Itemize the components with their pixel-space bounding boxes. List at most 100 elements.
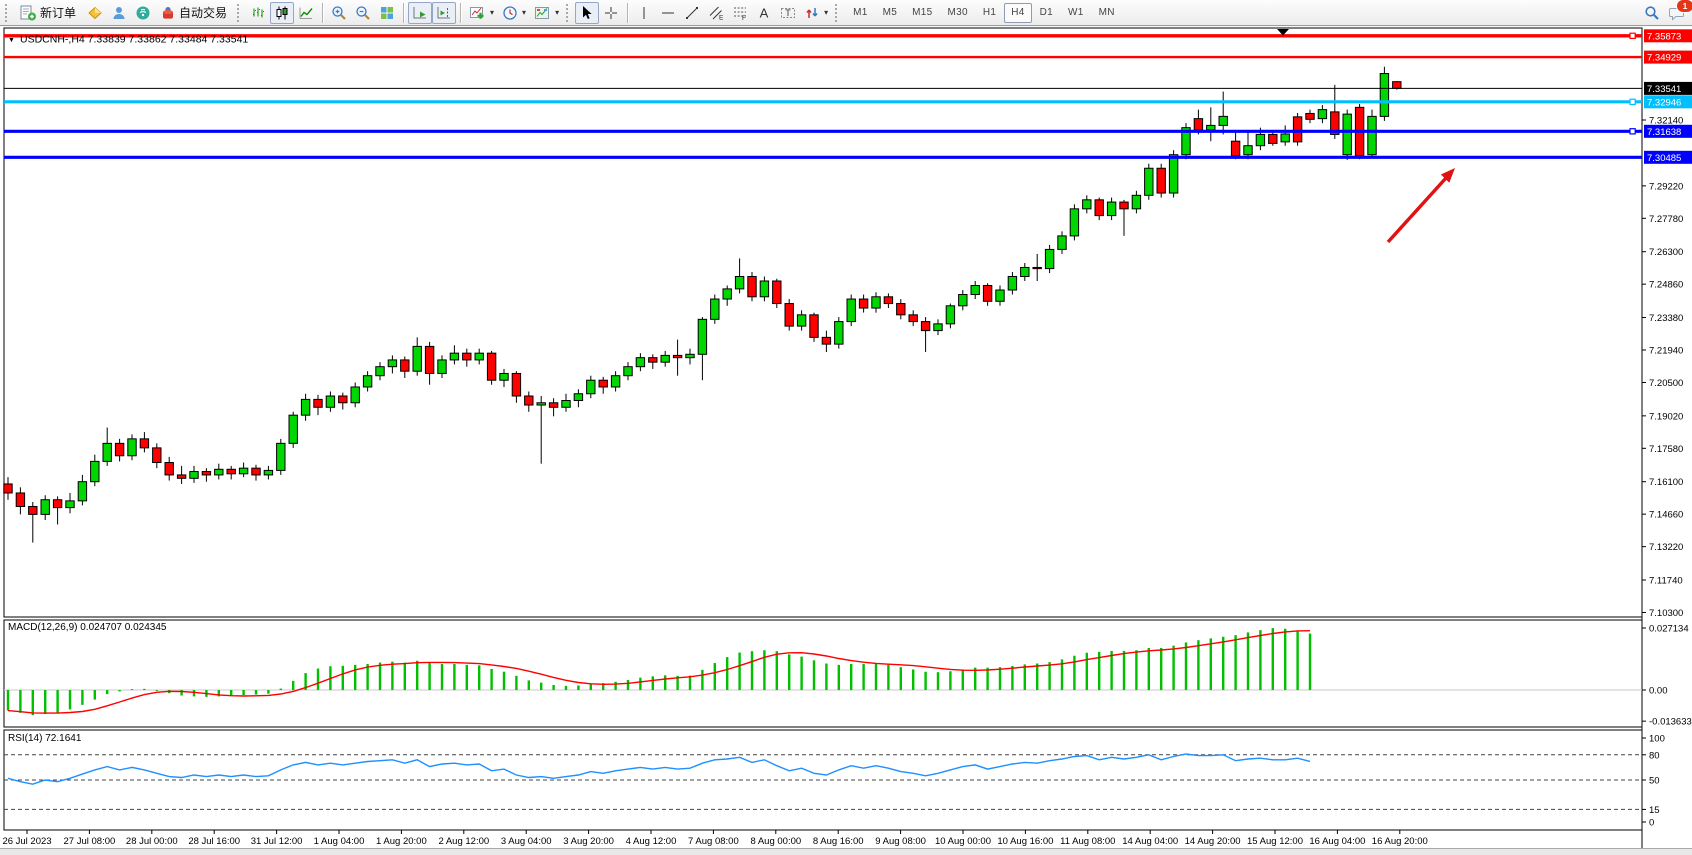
time-tick-label: 3 Aug 04:00	[501, 836, 552, 847]
price-tick-label: 7.10300	[1649, 608, 1683, 619]
candlestick-chart-button[interactable]	[270, 1, 295, 24]
time-axis[interactable]: 26 Jul 2023 27 Jul 08:00 28 Jul 00:00 28 Ju…	[2, 830, 1428, 847]
autotrading-label: 自动交易	[179, 6, 228, 20]
chart-shift-button[interactable]	[432, 1, 457, 24]
price-tick-label: 7.32140	[1649, 115, 1683, 126]
zoom-in-button[interactable]	[327, 2, 351, 24]
price-label-box	[1644, 150, 1692, 164]
cursor-icon	[583, 5, 592, 19]
svg-text:F: F	[742, 15, 746, 21]
time-tick-label: 10 Aug 16:00	[997, 836, 1053, 847]
templates-button[interactable]: ▾	[530, 2, 563, 24]
zoom-out-button[interactable]	[351, 2, 375, 24]
price-label: 7.31638	[1647, 127, 1681, 138]
toolbar-separator	[322, 2, 324, 23]
toolbar-separator	[403, 2, 405, 23]
tile-windows-button[interactable]	[375, 2, 399, 24]
toolbar-separator	[460, 2, 462, 23]
price-tick-label: 7.14660	[1649, 510, 1683, 521]
templates-icon	[535, 6, 550, 19]
price-tick-label: 7.16100	[1649, 477, 1683, 488]
timeframe-w1-button[interactable]: W1	[1061, 3, 1091, 23]
timeframe-h4-button[interactable]: H4	[1004, 2, 1032, 23]
market-button[interactable]	[83, 2, 107, 24]
market-icon	[88, 6, 102, 19]
macd-indicator: MACD(12,26,9) 0.024707 0.024345	[4, 622, 1642, 716]
time-tick-label: 3 Aug 20:00	[563, 836, 614, 847]
rsi-indicator: RSI(14) 72.1641	[4, 733, 1642, 810]
cursor-button[interactable]	[575, 1, 600, 24]
time-tick-label: 16 Aug 20:00	[1372, 836, 1428, 847]
trendline-button[interactable]	[680, 2, 704, 24]
price-axis[interactable]: 7.35873 7.34929 7.32946 7.31638 7.30485 7.335…	[1642, 29, 1692, 829]
new-order-icon	[20, 5, 36, 20]
chevron-down-icon: ▾	[824, 7, 829, 17]
hline-handle[interactable]	[1629, 98, 1636, 106]
crosshair-button[interactable]	[599, 2, 623, 24]
timeframe-d1-button[interactable]: D1	[1033, 3, 1060, 23]
auto-scroll-button[interactable]	[408, 1, 433, 24]
price-tick-label: 7.24860	[1649, 280, 1683, 291]
hline-handle[interactable]	[1629, 128, 1636, 135]
time-tick-label: 2 Aug 12:00	[438, 836, 489, 847]
autotrading-button[interactable]: 自动交易	[155, 2, 234, 24]
current-price-label-box	[1644, 81, 1692, 95]
text-label-button[interactable]: T	[776, 2, 800, 24]
community-button[interactable]	[107, 2, 131, 24]
signals-button[interactable]	[131, 2, 155, 24]
equidistant-channel-button[interactable]: E	[704, 2, 728, 24]
zoom-out-icon	[356, 5, 370, 20]
horizontal-line-button[interactable]	[656, 2, 680, 24]
fibonacci-button[interactable]: F	[728, 2, 752, 24]
timeframe-m30-button[interactable]: M30	[940, 3, 974, 23]
search-button[interactable]	[1640, 2, 1664, 24]
macd-tick-label: 0.00	[1649, 686, 1668, 697]
price-tick-label: 7.20500	[1649, 378, 1683, 389]
chart-shift-marker[interactable]	[1277, 29, 1289, 36]
horizontal-line-icon	[662, 12, 675, 13]
time-tick-label: 10 Aug 00:00	[935, 836, 991, 847]
horizontal-lines[interactable]	[4, 32, 1642, 159]
time-tick-label: 16 Aug 04:00	[1309, 836, 1365, 847]
chart-shift-icon	[437, 6, 451, 18]
price-tick-label: 7.11740	[1649, 576, 1683, 587]
vertical-line-button[interactable]	[632, 2, 656, 24]
current-price-label: 7.33541	[1647, 84, 1681, 95]
periods-button[interactable]: ▾	[498, 2, 530, 24]
price-tick-label: 7.27780	[1649, 214, 1683, 225]
line-chart-button[interactable]	[294, 2, 318, 24]
time-tick-label: 8 Aug 16:00	[813, 836, 864, 847]
price-label: 7.32946	[1647, 97, 1681, 108]
timeframe-m5-button[interactable]: M5	[876, 3, 905, 23]
arrows-icon	[806, 7, 818, 18]
macd-panel[interactable]	[3, 619, 1643, 728]
collapse-arrow-icon[interactable]: ▼	[8, 37, 15, 44]
rsi-tick-label: 100	[1649, 734, 1665, 745]
time-tick-label: 14 Aug 20:00	[1185, 836, 1241, 847]
timeframe-m1-button[interactable]: M1	[846, 3, 875, 23]
toolbar-separator	[627, 2, 629, 23]
timeframe-mn-button[interactable]: MN	[1092, 3, 1122, 23]
trendline-icon	[686, 6, 699, 19]
bar-chart-button[interactable]	[246, 2, 270, 24]
svg-text:E: E	[719, 14, 724, 21]
trend-arrow[interactable]	[1386, 168, 1455, 244]
arrows-button[interactable]: ▾	[800, 2, 832, 24]
timeframe-m15-button[interactable]: M15	[905, 3, 939, 23]
main-chart-area[interactable]	[3, 27, 1643, 618]
new-order-button[interactable]: 新订单	[14, 2, 83, 24]
hline-handle[interactable]	[1629, 32, 1636, 40]
timeframe-h1-button[interactable]: H1	[976, 3, 1003, 23]
notification-badge[interactable]: 1	[1676, 0, 1692, 13]
bar-chart-icon	[253, 7, 265, 17]
time-tick-label: 4 Aug 12:00	[626, 836, 677, 847]
indicators-button[interactable]: ▾	[465, 2, 498, 24]
time-tick-label: 1 Aug 04:00	[314, 836, 365, 847]
text-button[interactable]: A	[752, 2, 776, 24]
price-label: 7.35873	[1647, 31, 1681, 42]
equidistant-channel-icon: E	[709, 6, 724, 21]
text-icon: A	[760, 5, 769, 20]
price-tick-label: 7.13220	[1649, 542, 1683, 553]
